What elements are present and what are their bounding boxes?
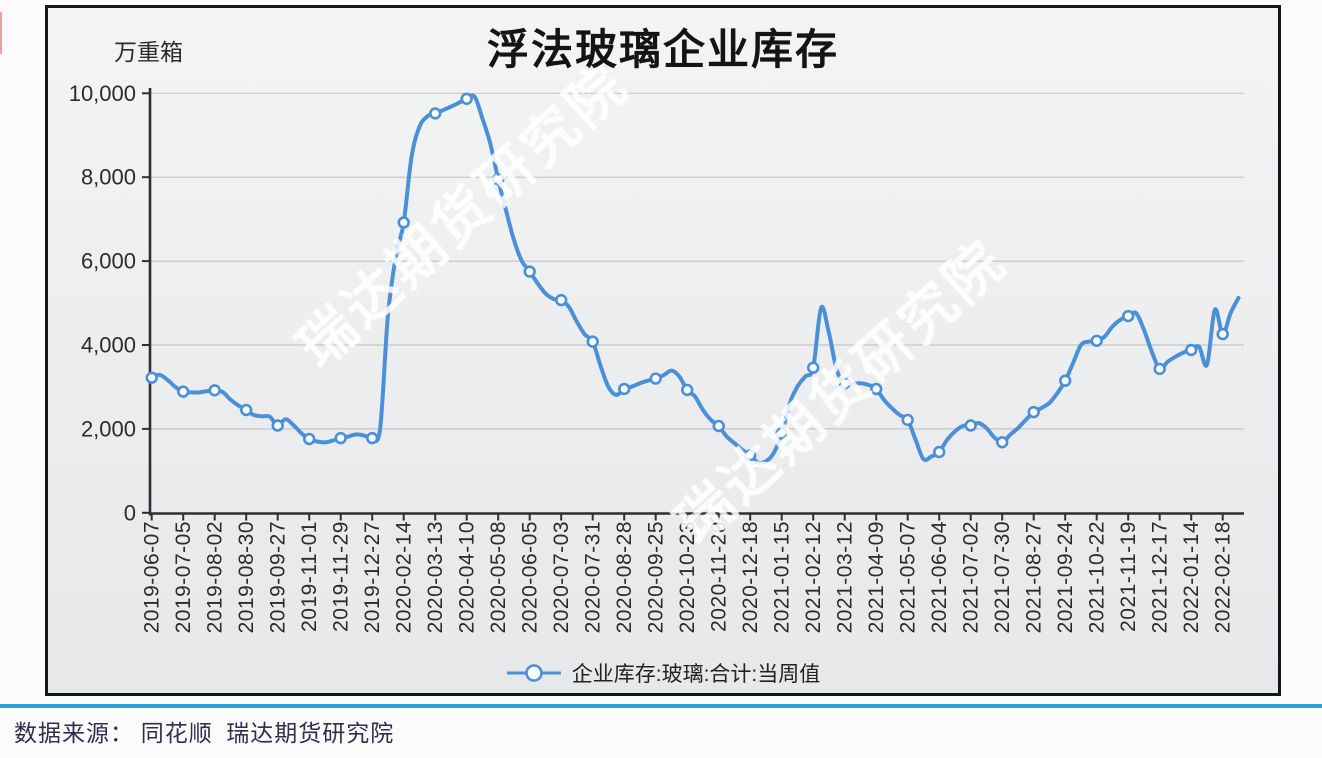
legend-line-marker-icon [506, 664, 561, 682]
bottom-divider-rule [0, 704, 1322, 708]
y-axis-unit-label: 万重箱 [114, 39, 183, 65]
chart-title: 浮法玻璃企业库存 [486, 26, 839, 73]
data-source-note: 数据来源： 同花顺 瑞达期货研究院 [14, 721, 395, 746]
left-edge-artifact [0, 12, 2, 54]
chart-panel [45, 5, 1281, 696]
chart-legend: 企业库存:玻璃:合计:当周值 [45, 658, 1281, 688]
legend-series-label: 企业库存:玻璃:合计:当周值 [571, 663, 821, 686]
